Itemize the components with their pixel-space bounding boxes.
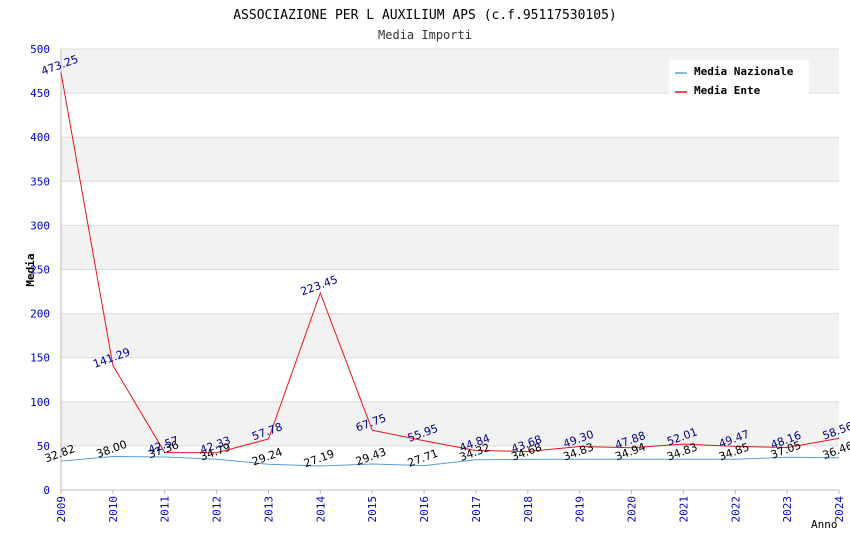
x-tick-label: 2022	[729, 496, 742, 523]
legend: Media Nazionale Media Ente	[669, 60, 809, 97]
x-tick-label: 2020	[626, 496, 639, 523]
y-tick-label: 200	[30, 308, 50, 321]
y-tick-label: 400	[30, 131, 50, 144]
x-tick-label: 2016	[418, 496, 431, 523]
y-tick-label: 50	[37, 440, 50, 453]
axes	[60, 49, 839, 491]
y-tick-label: 150	[30, 352, 50, 365]
x-tick-label: 2009	[55, 496, 68, 523]
plot-band	[61, 313, 839, 358]
x-tick-label: 2012	[211, 496, 224, 523]
plot-band	[61, 137, 839, 182]
x-tick-label: 2019	[574, 496, 587, 523]
x-tick-label: 2010	[107, 496, 120, 523]
series-line-media-nazionale	[60, 455, 840, 467]
plot-band	[61, 357, 839, 402]
y-tick-label: 350	[30, 175, 50, 188]
plot-band	[61, 401, 839, 446]
x-tick-label: 2015	[366, 496, 379, 523]
series-line-media-ente	[60, 72, 840, 454]
x-tick-label: 2023	[781, 496, 794, 523]
y-tick-label: 300	[30, 219, 50, 232]
chart-title: ASSOCIAZIONE PER L AUXILIUM APS (c.f.951…	[233, 8, 617, 23]
plot-band	[61, 225, 839, 270]
y-tick-label: 100	[30, 396, 50, 409]
x-tick-label: 2014	[314, 496, 327, 523]
x-tick-label: 2021	[677, 496, 690, 523]
x-axis-ticks: 2009 2010 2011 2012 2013 2014 2015 2016 2017 2018…	[55, 490, 846, 523]
y-tick-label: 250	[30, 264, 50, 277]
plot-background-bands	[61, 49, 839, 490]
y-axis-ticks: 0 50 100 150 200 250 300 350 400 450 500	[30, 43, 50, 497]
legend-box	[669, 60, 809, 96]
x-tick-label: 2013	[262, 496, 275, 523]
chart-subtitle: Media Importi	[378, 28, 472, 42]
y-tick-label: 500	[30, 43, 50, 56]
plot-band	[61, 181, 839, 226]
y-tick-label: 450	[30, 87, 50, 100]
plot-band	[61, 269, 839, 314]
plot-band	[61, 445, 839, 490]
y-axis-title: Media	[24, 253, 37, 286]
series-group	[60, 72, 840, 467]
x-tick-label: 2024	[833, 496, 846, 523]
plot-band	[61, 93, 839, 138]
x-tick-label: 2011	[159, 496, 172, 523]
legend-label-media-nazionale: Media Nazionale	[694, 65, 794, 78]
x-tick-label: 2018	[522, 496, 535, 523]
x-axis-title: Anno	[811, 518, 838, 531]
y-tick-label: 0	[43, 484, 50, 497]
x-tick-label: 2017	[470, 496, 483, 523]
legend-label-media-ente: Media Ente	[694, 84, 761, 97]
